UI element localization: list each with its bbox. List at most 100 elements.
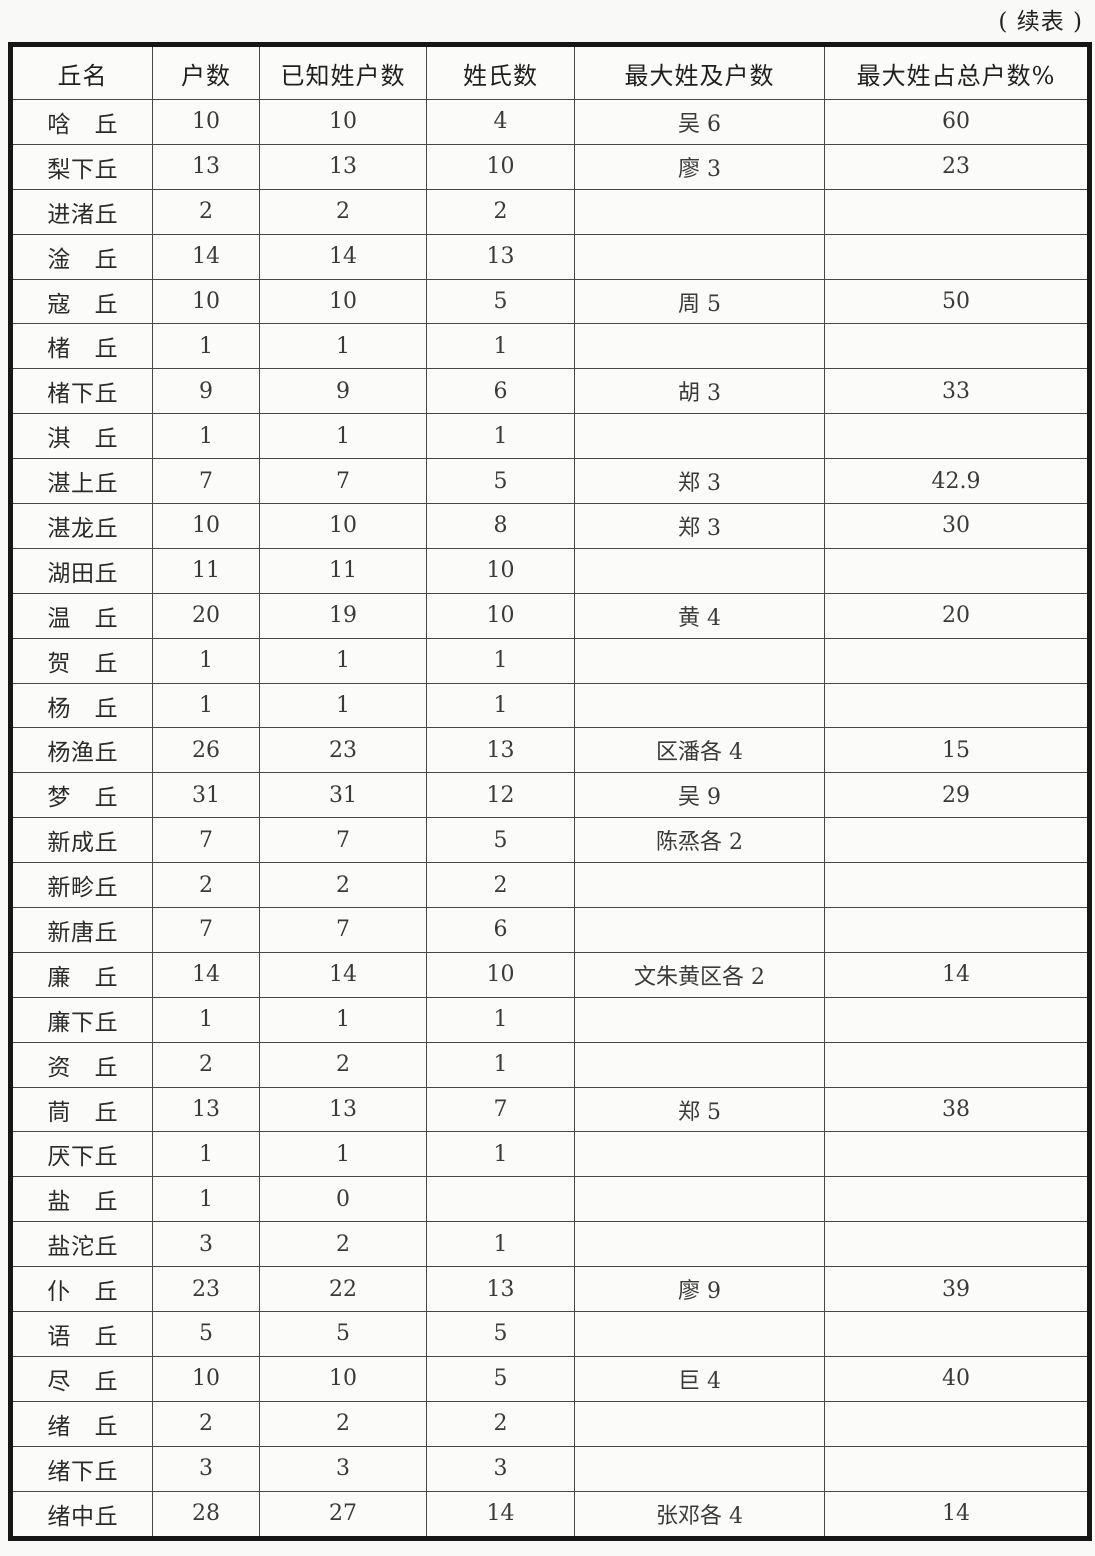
cell-known-surname-households: 7 (259, 458, 427, 505)
hill-name-text: 茼丘 (47, 1099, 118, 1126)
cell-known-surname-households: 1 (259, 323, 427, 370)
cell-max-surname-percent (824, 413, 1090, 460)
table-row: 湛上丘 7 7 5 郑 3 42.9 (10, 458, 1090, 505)
cell-surname-count: 1 (426, 637, 575, 684)
cell-hill-name: 淦丘 (10, 233, 153, 280)
hill-name-text: 楮丘 (47, 336, 118, 363)
hill-name-text: 绪丘 (47, 1413, 118, 1440)
cell-households: 13 (152, 1086, 260, 1133)
hill-name-text: 厌下丘 (47, 1144, 118, 1171)
cell-surname-count: 6 (426, 907, 575, 953)
cell-hill-name: 绪中丘 (10, 1490, 153, 1539)
hill-name-text: 湛龙丘 (47, 515, 118, 542)
cell-max-surname-percent: 33 (824, 368, 1090, 415)
cell-hill-name: 盐沱丘 (10, 1221, 153, 1268)
cell-max-surname-percent (824, 682, 1090, 729)
cell-surname-count: 13 (426, 1266, 575, 1313)
cell-known-surname-households: 2 (259, 1400, 427, 1447)
cell-max-surname: 吴 9 (574, 772, 825, 819)
table-row: 楮丘 1 1 1 (10, 323, 1090, 370)
cell-known-surname-households: 22 (259, 1266, 427, 1313)
table-row: 盐沱丘 3 2 1 (10, 1221, 1090, 1268)
cell-surname-count: 2 (426, 862, 575, 909)
cell-max-surname: 郑 3 (574, 458, 825, 505)
cell-max-surname (574, 1176, 825, 1223)
hill-name-text: 淦丘 (47, 246, 118, 273)
table-row: 杨丘 1 1 1 (10, 682, 1090, 729)
table-row: 湖田丘 11 11 10 (10, 547, 1090, 594)
cell-households: 7 (152, 817, 260, 864)
hill-name-text: 盐丘 (47, 1189, 118, 1216)
cell-max-surname-percent (824, 817, 1090, 864)
cell-households: 11 (152, 547, 260, 594)
cell-known-surname-households: 0 (259, 1176, 427, 1223)
cell-households: 1 (152, 1176, 260, 1223)
cell-max-surname-percent (824, 1041, 1090, 1088)
cell-surname-count: 1 (426, 1221, 575, 1268)
cell-known-surname-households: 11 (259, 547, 427, 594)
column-header: 已知姓户数 (259, 44, 427, 100)
cell-hill-name: 杨渔丘 (10, 727, 153, 774)
column-header: 最大姓及户数 (574, 44, 825, 100)
cell-surname-count: 10 (426, 143, 575, 190)
hill-name-text: 贺丘 (47, 650, 118, 677)
cell-max-surname-percent (824, 907, 1090, 953)
hill-name-text: 寇丘 (47, 291, 118, 318)
cell-surname-count: 1 (426, 323, 575, 370)
table-row: 盐丘 1 0 (10, 1176, 1090, 1223)
cell-max-surname (574, 1311, 825, 1357)
cell-max-surname (574, 1131, 825, 1178)
cell-max-surname (574, 323, 825, 370)
cell-known-surname-households: 7 (259, 907, 427, 953)
cell-known-surname-households: 10 (259, 1355, 427, 1402)
cell-households: 1 (152, 323, 260, 370)
cell-max-surname-percent: 23 (824, 143, 1090, 190)
cell-hill-name: 仆丘 (10, 1266, 153, 1313)
table-row: 贺丘 1 1 1 (10, 637, 1090, 684)
cell-surname-count: 7 (426, 1086, 575, 1133)
cell-hill-name: 绪丘 (10, 1400, 153, 1447)
cell-max-surname-percent: 14 (824, 951, 1090, 998)
cell-max-surname: 区潘各 4 (574, 727, 825, 774)
hill-name-text: 新唐丘 (47, 919, 118, 946)
hill-name-text: 湖田丘 (47, 560, 118, 587)
hill-name-text: 尽丘 (47, 1368, 118, 1395)
table-row: 绪丘 2 2 2 (10, 1400, 1090, 1447)
cell-max-surname-percent: 42.9 (824, 458, 1090, 505)
hill-name-text: 湛上丘 (47, 471, 118, 498)
table-row: 绪中丘 28 27 14 张邓各 4 14 (10, 1490, 1090, 1539)
cell-known-surname-households: 2 (259, 1041, 427, 1088)
cell-max-surname: 吴 6 (574, 99, 825, 145)
cell-max-surname (574, 413, 825, 460)
cell-max-surname: 郑 5 (574, 1086, 825, 1133)
cell-hill-name: 廉丘 (10, 951, 153, 998)
cell-hill-name: 湖田丘 (10, 547, 153, 594)
column-header: 户数 (152, 44, 260, 100)
cell-households: 28 (152, 1490, 260, 1539)
cell-known-surname-households: 14 (259, 951, 427, 998)
cell-max-surname-percent (824, 1311, 1090, 1357)
cell-households: 14 (152, 233, 260, 280)
cell-hill-name: 楮丘 (10, 323, 153, 370)
cell-hill-name: 新成丘 (10, 817, 153, 864)
hill-name-text: 廉下丘 (47, 1009, 118, 1036)
cell-hill-name: 寇丘 (10, 278, 153, 325)
cell-households: 10 (152, 99, 260, 145)
cell-hill-name: 杨丘 (10, 682, 153, 729)
hill-name-text: 仆丘 (47, 1279, 118, 1306)
cell-hill-name: 梨下丘 (10, 143, 153, 190)
surname-statistics-table: 丘名 户数 已知姓户数 姓氏数 最大姓及户数 最大姓占总户数% 唅丘 10 10 4 吴 6 60 梨… (8, 42, 1092, 1541)
cell-hill-name: 淇丘 (10, 413, 153, 460)
hill-name-text: 杨丘 (47, 695, 118, 722)
hill-name-text: 绪下丘 (47, 1458, 118, 1485)
cell-households: 13 (152, 143, 260, 190)
cell-hill-name: 廉下丘 (10, 996, 153, 1043)
column-header: 姓氏数 (426, 44, 575, 100)
cell-surname-count: 1 (426, 1041, 575, 1088)
cell-households: 1 (152, 996, 260, 1043)
cell-known-surname-households: 14 (259, 233, 427, 280)
table-row: 温丘 20 19 10 黄 4 20 (10, 592, 1090, 639)
cell-known-surname-households: 19 (259, 592, 427, 639)
cell-known-surname-households: 9 (259, 368, 427, 415)
hill-name-text: 新畛丘 (47, 875, 118, 902)
